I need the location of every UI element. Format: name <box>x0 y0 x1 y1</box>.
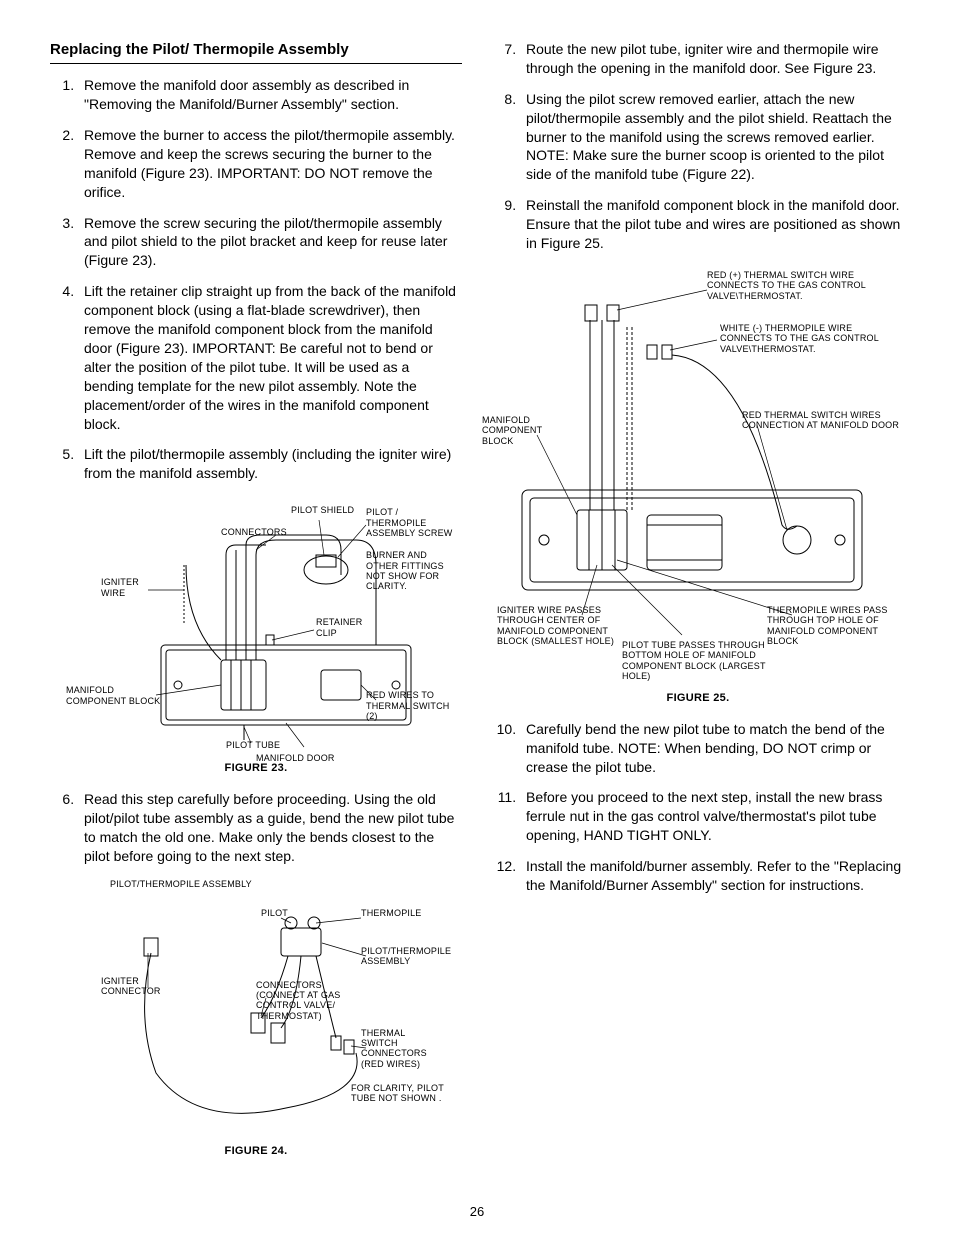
lbl24-thermopile: THERMOPILE <box>361 908 422 918</box>
step-1: Remove the manifold door assembly as des… <box>78 76 462 114</box>
lbl25-white-minus: WHITE (-) THERMOPILE WIRE CONNECTS TO TH… <box>720 323 880 354</box>
lbl25-red-plus: RED (+) THERMAL SWITCH WIRE CONNECTS TO … <box>707 270 867 301</box>
step-11: Before you proceed to the next step, ins… <box>520 788 904 845</box>
section-heading: Replacing the Pilot/ Thermopile Assembly <box>50 40 462 64</box>
lbl-igniter-wire: IGNITER WIRE <box>101 577 151 598</box>
lbl24-pilot: PILOT <box>261 908 288 918</box>
lbl24-igniter: IGNITER CONNECTOR <box>101 976 171 997</box>
steps-left: Remove the manifold door assembly as des… <box>50 76 462 483</box>
step-10: Carefully bend the new pilot tube to mat… <box>520 720 904 777</box>
left-column: Replacing the Pilot/ Thermopile Assembly… <box>50 40 462 1173</box>
lbl-burner-note: BURNER AND OTHER FITTINGS NOT SHOW FOR C… <box>366 550 456 591</box>
lbl25-pilot-pass: PILOT TUBE PASSES THROUGH BOTTOM HOLE OF… <box>622 640 772 681</box>
lbl25-thermo-pass: THERMOPILE WIRES PASS THROUGH TOP HOLE O… <box>767 605 902 646</box>
page-number: 26 <box>50 1203 904 1221</box>
lbl-pilot-tube: PILOT TUBE <box>226 740 280 750</box>
lbl24-assembly: PILOT/THERMOPILE ASSEMBLY <box>361 946 451 967</box>
step-8: Using the pilot screw removed earlier, a… <box>520 90 904 184</box>
lbl-connectors: CONNECTORS <box>221 527 287 537</box>
steps-left-6: Read this step carefully before proceedi… <box>50 790 462 866</box>
lbl-manifold-door: MANIFOLD DOOR <box>256 753 335 763</box>
step-6: Read this step carefully before proceedi… <box>78 790 462 866</box>
lbl24-connectors: CONNECTORS (CONNECT AT GAS CONTROL VALVE… <box>256 980 356 1021</box>
figure-24: PILOT THERMOPILE PILOT/THERMOPILE ASSEMB… <box>66 898 446 1138</box>
steps-right-a: Route the new pilot tube, igniter wire a… <box>492 40 904 253</box>
figure-25: RED (+) THERMAL SWITCH WIRE CONNECTS TO … <box>482 265 902 685</box>
step-7: Route the new pilot tube, igniter wire a… <box>520 40 904 78</box>
lbl25-igniter-pass: IGNITER WIRE PASSES THROUGH CENTER OF MA… <box>497 605 637 646</box>
lbl-pilot-shield: PILOT SHIELD <box>291 505 354 515</box>
step-9: Reinstall the manifold component block i… <box>520 196 904 253</box>
lbl-assembly-screw: PILOT / THERMOPILE ASSEMBLY SCREW <box>366 507 456 538</box>
figure-23: PILOT SHIELD PILOT / THERMOPILE ASSEMBLY… <box>66 495 446 755</box>
step-2: Remove the burner to access the pilot/th… <box>78 126 462 202</box>
lbl24-thermal: THERMAL SWITCH CONNECTORS (RED WIRES) <box>361 1028 441 1069</box>
step-12: Install the manifold/burner assembly. Re… <box>520 857 904 895</box>
figure-24-caption: FIGURE 24. <box>50 1144 462 1159</box>
lbl-red-wires: RED WIRES TO THERMAL SWITCH (2) <box>366 690 456 721</box>
lbl25-red-conn: RED THERMAL SWITCH WIRES CONNECTION AT M… <box>742 410 902 431</box>
figure-25-caption: FIGURE 25. <box>492 691 904 706</box>
step-4: Lift the retainer clip straight up from … <box>78 282 462 433</box>
lbl24-clarity: FOR CLARITY, PILOT TUBE NOT SHOWN . <box>351 1083 446 1104</box>
steps-right-b: Carefully bend the new pilot tube to mat… <box>492 720 904 895</box>
step-5: Lift the pilot/thermopile assembly (incl… <box>78 445 462 483</box>
fig24-title: PILOT/THERMOPILE ASSEMBLY <box>110 878 462 890</box>
lbl-manifold-block: MANIFOLD COMPONENT BLOCK <box>66 685 176 706</box>
step-3: Remove the screw securing the pilot/ther… <box>78 214 462 271</box>
lbl-retainer-clip: RETAINER CLIP <box>316 617 376 638</box>
lbl25-manifold-block: MANIFOLD COMPONENT BLOCK <box>482 415 557 446</box>
right-column: Route the new pilot tube, igniter wire a… <box>492 40 904 1173</box>
